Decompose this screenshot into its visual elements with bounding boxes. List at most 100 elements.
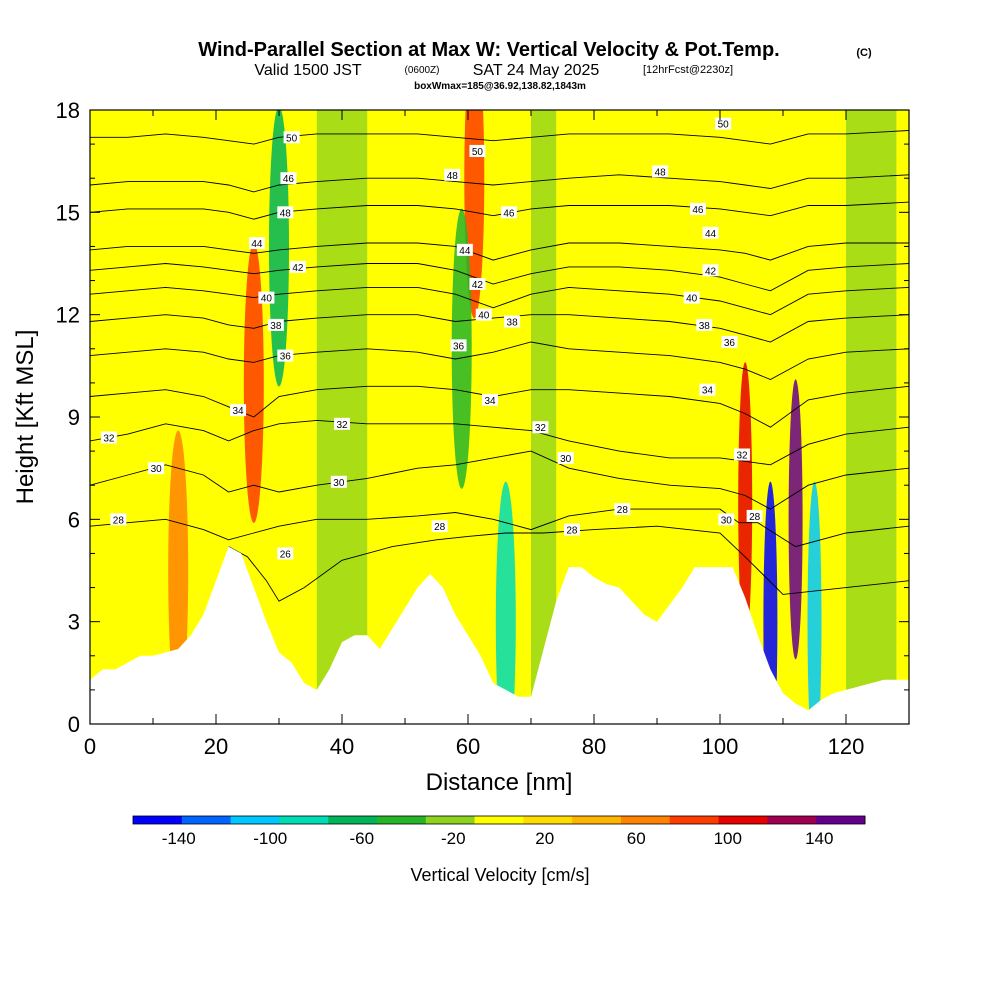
y-tick-label: 3 xyxy=(68,610,80,635)
theta-label-text: 30 xyxy=(560,454,572,465)
theta-label-text: 28 xyxy=(566,526,578,537)
theta-label-text: 26 xyxy=(280,549,292,560)
colorbar-tick-label: 140 xyxy=(805,829,833,848)
theta-label-text: 44 xyxy=(705,229,717,240)
colorbar-swatch xyxy=(133,816,183,824)
theta-label-bg xyxy=(431,520,448,533)
colorbar-swatch xyxy=(425,816,476,824)
theta-label: 48 xyxy=(652,165,669,178)
theta-contours xyxy=(90,130,909,602)
theta-label-bg xyxy=(277,547,294,560)
x-tick-label: 20 xyxy=(204,734,228,759)
theta-contour-28 xyxy=(90,508,909,548)
theta-label-bg xyxy=(689,202,706,215)
theta-label-text: 40 xyxy=(478,311,490,322)
theta-label-bg xyxy=(563,523,580,536)
theta-label: 38 xyxy=(504,315,521,328)
theta-label: 28 xyxy=(563,523,580,537)
theta-label: 28 xyxy=(431,520,448,533)
theta-label-bg xyxy=(280,172,297,185)
theta-label: 40 xyxy=(475,308,492,322)
theta-label: 32 xyxy=(334,417,350,431)
colorbar-tick-label: 20 xyxy=(535,829,554,848)
theta-label-bg xyxy=(614,503,631,516)
theta-label-bg xyxy=(475,308,492,321)
x-tick-label: 60 xyxy=(456,734,480,759)
forecast-info: [12hrFcst@2230z] xyxy=(643,64,733,76)
velocity-feature xyxy=(495,481,516,724)
theta-label-text: 48 xyxy=(280,208,292,219)
theta-label-text: 40 xyxy=(261,294,273,305)
theta-label: 46 xyxy=(689,202,706,216)
y-tick-label: 0 xyxy=(68,712,80,737)
theta-label-text: 36 xyxy=(280,352,292,363)
theta-label-text: 46 xyxy=(692,205,704,216)
colorbar-tick-label: -140 xyxy=(162,829,196,848)
x-tick-label: 40 xyxy=(330,734,354,759)
theta-label-bg xyxy=(469,277,486,290)
theta-label-text: 36 xyxy=(724,338,736,349)
theta-label-text: 50 xyxy=(718,120,730,131)
y-tick-label: 18 xyxy=(56,98,80,123)
theta-label-bg xyxy=(267,318,284,331)
velocity-feature xyxy=(243,242,264,523)
colorbar-swatch xyxy=(474,816,524,824)
theta-label: 44 xyxy=(702,226,719,240)
theta-label-text: 50 xyxy=(286,133,298,144)
x-tick-label: 0 xyxy=(84,734,96,759)
theta-label: 50 xyxy=(283,131,300,144)
theta-label-bg xyxy=(557,451,574,464)
theta-label-text: 34 xyxy=(702,386,714,397)
theta-label: 34 xyxy=(482,393,499,407)
colorbar-tick-label: 100 xyxy=(714,829,742,848)
colorbar-swatch xyxy=(718,816,768,824)
theta-label-bg xyxy=(652,165,669,178)
theta-label-text: 48 xyxy=(655,167,667,178)
theta-contour-32 xyxy=(90,419,909,466)
theta-label-text: 32 xyxy=(336,420,348,431)
theta-label-bg xyxy=(696,318,713,331)
theta-label-bg xyxy=(277,206,294,219)
valid-utc: (0600Z) xyxy=(404,65,439,76)
theta-label-text: 46 xyxy=(283,174,295,185)
theta-contour-46 xyxy=(90,201,909,220)
y-tick-label: 6 xyxy=(68,507,80,532)
theta-label-bg xyxy=(289,260,306,273)
theta-label-bg xyxy=(683,291,700,304)
theta-contour-44 xyxy=(90,242,909,261)
colorbar-swatch xyxy=(279,816,329,824)
colorbar-swatch xyxy=(572,816,622,824)
theta-label-text: 36 xyxy=(453,341,465,352)
theta-label-bg xyxy=(258,291,275,304)
theta-label-bg xyxy=(699,383,716,396)
y-axis-label: Height [Kft MSL] xyxy=(12,330,39,505)
theta-label: 42 xyxy=(702,264,719,277)
theta-label-text: 28 xyxy=(113,515,125,526)
theta-label-bg xyxy=(482,393,499,406)
colorbar-swatch xyxy=(523,816,573,824)
y-tick-label: 15 xyxy=(56,200,80,225)
theta-label: 32 xyxy=(100,431,117,444)
theta-contour-50 xyxy=(90,130,909,145)
theta-label-text: 30 xyxy=(151,464,163,475)
valid-date: SAT 24 May 2025 xyxy=(473,62,600,79)
theta-label: 46 xyxy=(500,206,517,219)
theta-label-text: 30 xyxy=(333,478,345,489)
theta-label: 36 xyxy=(277,349,294,363)
theta-contour-36 xyxy=(90,341,909,380)
theta-label-bg xyxy=(450,339,467,352)
theta-label-text: 38 xyxy=(270,321,282,332)
colorbar-tick-label: 60 xyxy=(627,829,646,848)
colorbar: -140 -100 -60 -20 20 60 100 140 xyxy=(132,815,866,848)
theta-label: 30 xyxy=(557,451,574,465)
theta-contour-42 xyxy=(90,263,909,292)
theta-label-bg xyxy=(721,335,738,348)
theta-label: 50 xyxy=(469,144,486,158)
theta-label-bg xyxy=(283,131,300,144)
theta-contour-34 xyxy=(90,385,909,428)
colorbar-swatch xyxy=(816,816,866,824)
y-tick-label: 12 xyxy=(56,303,80,328)
field-band xyxy=(846,110,897,724)
